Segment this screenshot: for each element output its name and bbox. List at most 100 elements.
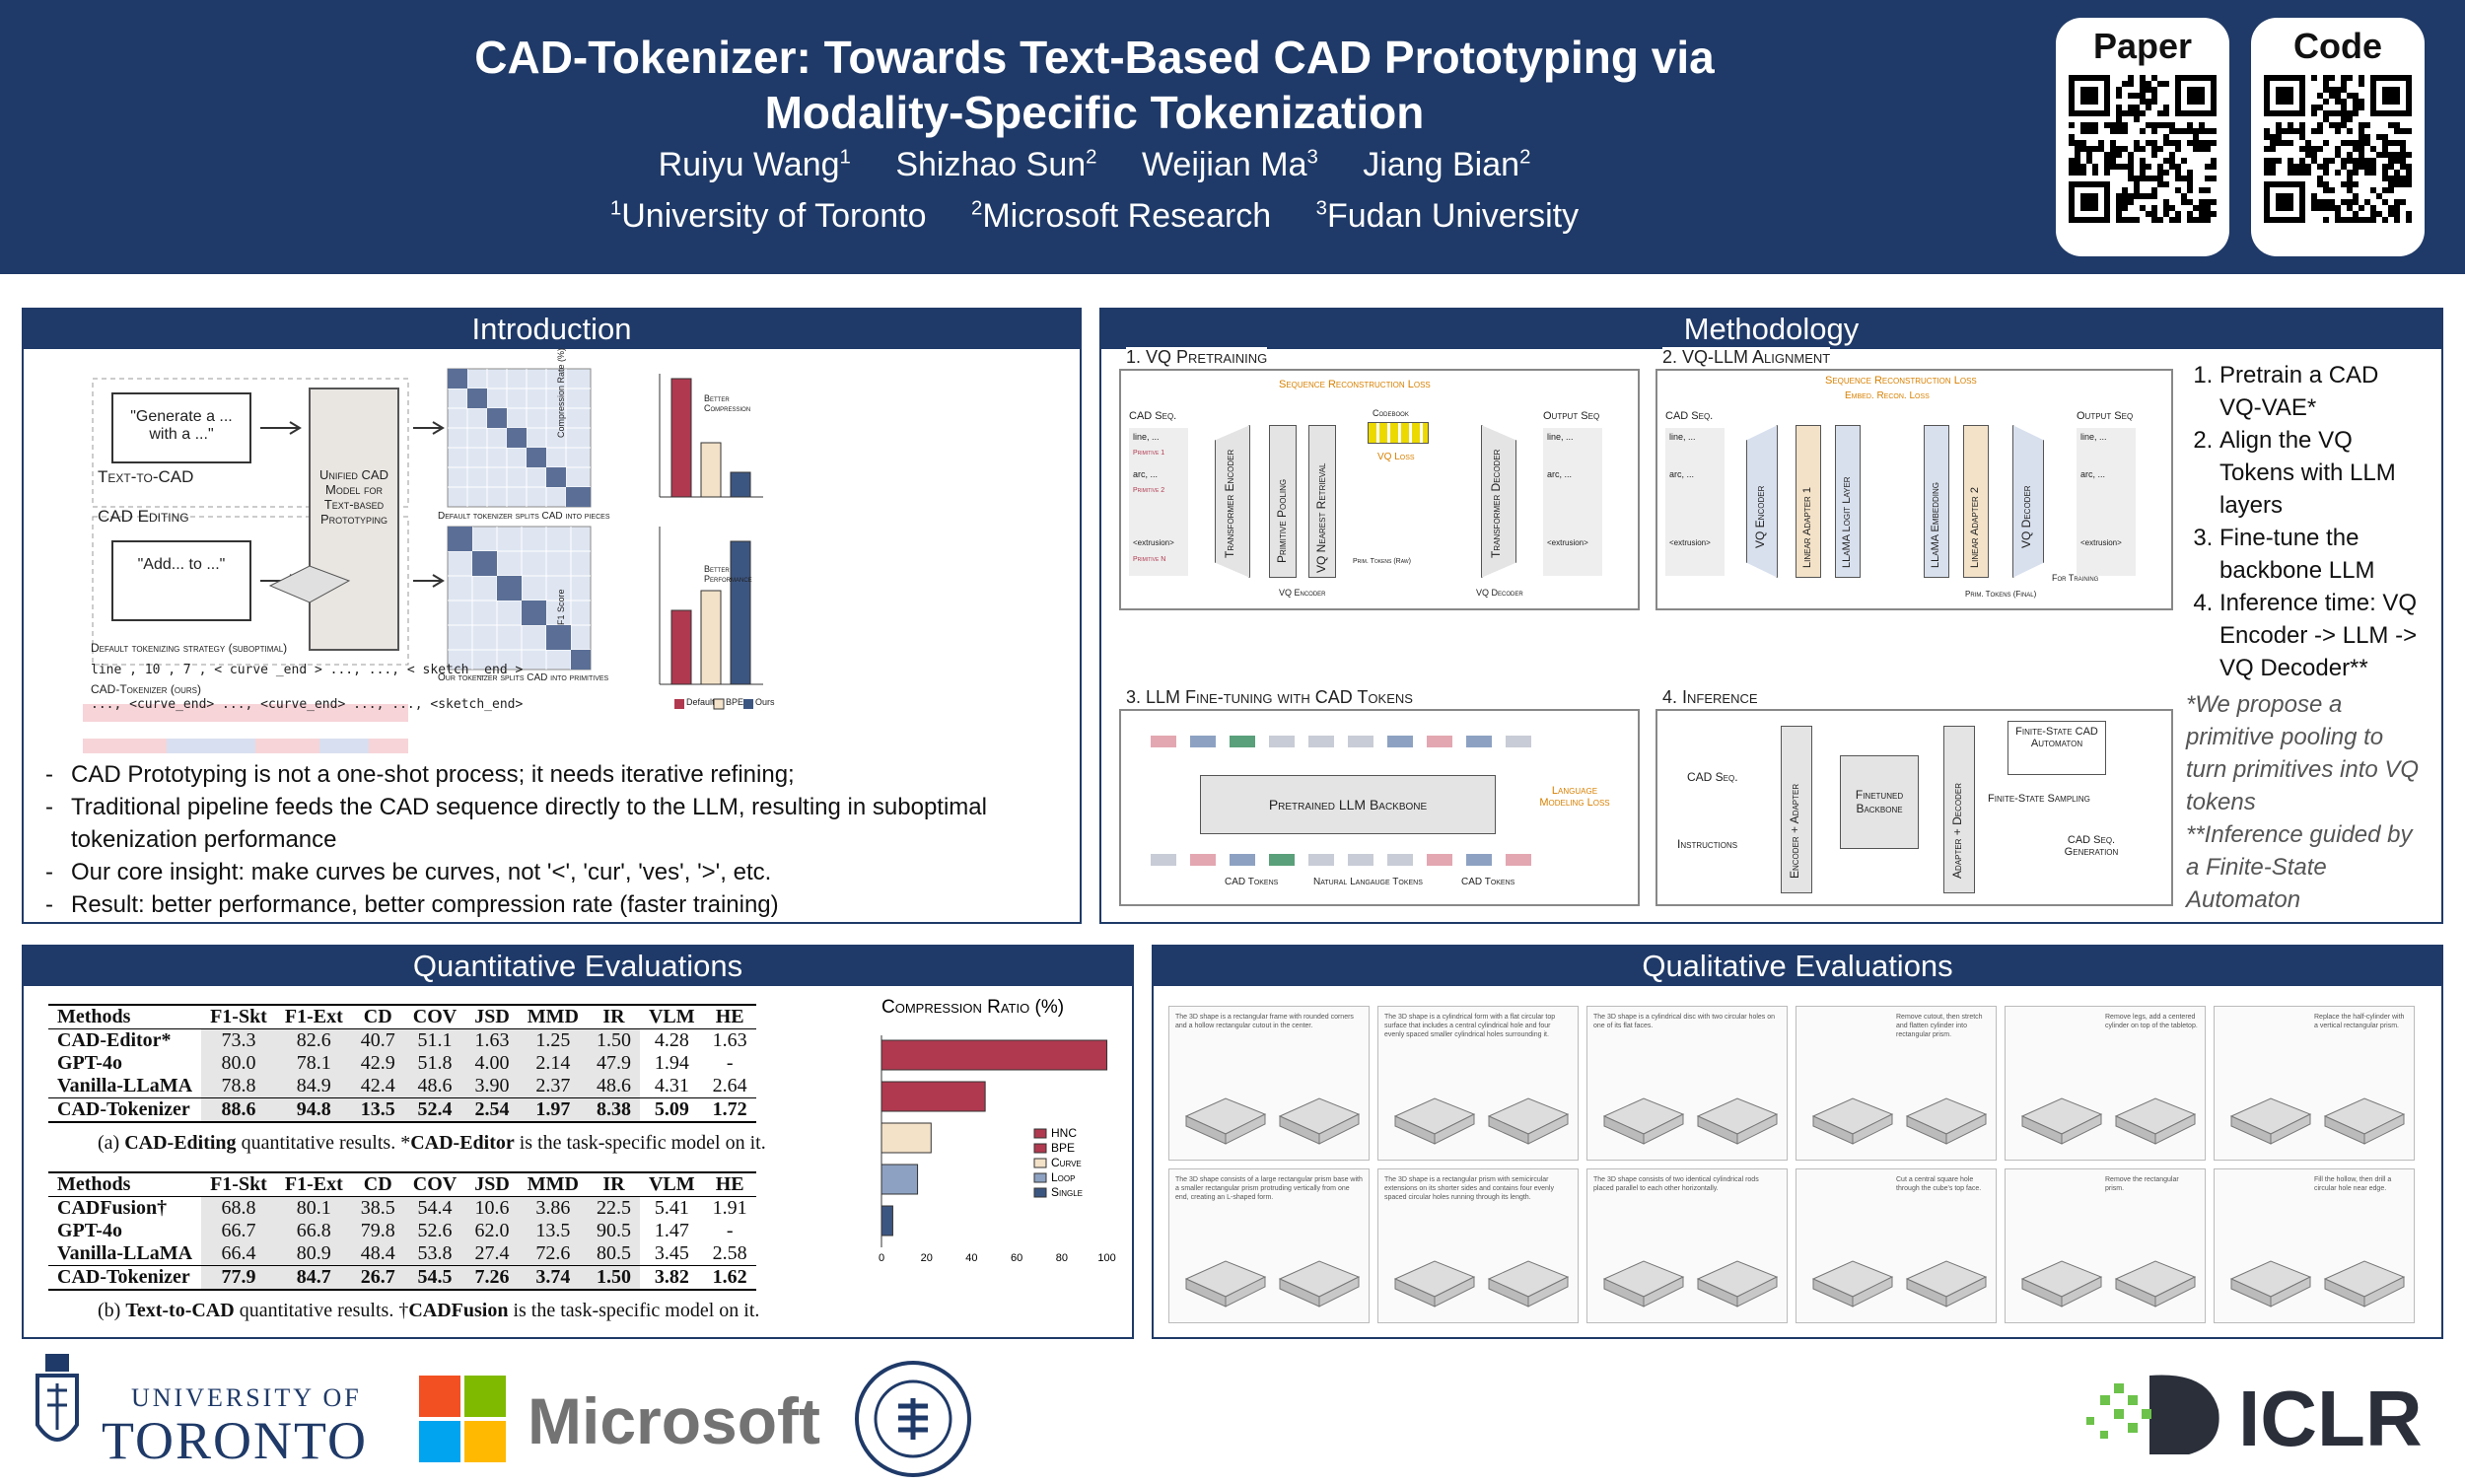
bar-single xyxy=(880,1205,893,1237)
table-cell: 42.9 xyxy=(351,1052,404,1075)
step-item: Pretrain a CAD VQ-VAE* xyxy=(2219,359,2423,424)
bar-hnc xyxy=(880,1039,1108,1071)
code-qr-card[interactable]: Code xyxy=(2251,18,2425,256)
column-header: Methods xyxy=(57,1006,131,1027)
table-row: GPT-4o 80.0 78.1 42.9 51.8 4.00 2.14 47.9 1.94 - xyxy=(48,1052,756,1075)
affiliation: 1University of Toronto xyxy=(609,197,927,235)
code-qr-icon[interactable] xyxy=(2264,75,2412,223)
vq-retrieval-block xyxy=(1308,425,1336,578)
step-item: Fine-tune the backbone LLM xyxy=(2219,522,2423,587)
paper-qr-card[interactable]: Paper xyxy=(2056,18,2229,256)
column-header: HE xyxy=(715,1173,744,1195)
table-cell: 80.5 xyxy=(587,1242,640,1266)
unified-model-label: Unified CAD Model for Text-based Prototy… xyxy=(319,467,388,527)
column-header: MMD xyxy=(527,1006,579,1027)
x-tick-label: 0 xyxy=(879,1252,884,1264)
stage1-output-seq-box xyxy=(1543,428,1602,576)
panel-text: The 3D shape is a cylindrical disc with … xyxy=(1593,1014,1776,1029)
table-cell: 42.4 xyxy=(351,1075,404,1098)
table-cell: 1.50 xyxy=(587,1265,640,1290)
table-cell: 1.47 xyxy=(654,1220,689,1241)
uoft-logo: UNIVERSITY OF TORONTO xyxy=(28,1346,402,1470)
table-row: Vanilla-LLaMA 78.8 84.9 42.4 48.6 3.90 2.37 48.… xyxy=(48,1075,756,1098)
iclr-brain-icon xyxy=(2086,1375,2219,1454)
table-cell: 1.72 xyxy=(703,1097,756,1122)
table-cell: 84.7 xyxy=(275,1265,352,1290)
affiliation-list: 1University of Toronto 2Microsoft Resear… xyxy=(197,197,1992,236)
bar-curve xyxy=(880,1122,932,1154)
qualitative-panel: The 3D shape is a rectangular frame with… xyxy=(1168,1006,1370,1161)
column-header: JSD xyxy=(474,1173,510,1195)
table-cell: 3.86 xyxy=(518,1196,588,1220)
affiliation: 2Microsoft Research xyxy=(970,197,1272,235)
panel-text: The 3D shape consists of two identical c… xyxy=(1593,1176,1759,1192)
cad-shape-render xyxy=(1393,1260,1570,1307)
introduction-bullets: CAD Prototyping is not a one-shot proces… xyxy=(45,758,1091,921)
table-cell: 1.91 xyxy=(712,1197,747,1219)
column-header: Methods xyxy=(57,1173,131,1195)
paper-qr-icon[interactable] xyxy=(2069,75,2217,223)
table-cell: 10.6 xyxy=(465,1196,519,1220)
table-cell: 73.3 xyxy=(201,1028,276,1052)
column-header: IR xyxy=(602,1173,625,1195)
column-header: JSD xyxy=(474,1006,510,1027)
pretrained-backbone-block xyxy=(1200,775,1496,834)
transformer-encoder-block xyxy=(1215,425,1250,578)
table-cell: 48.6 xyxy=(587,1075,640,1098)
step-item: Align the VQ Tokens with LLM layers xyxy=(2219,424,2423,522)
note-fsa: **Inference guided by a Finite-State Aut… xyxy=(2186,821,2413,913)
fsa-block xyxy=(2007,721,2106,775)
compression-ratio-chart: Compression Ratio (%) 0 20 40 60 80 100 HNCBPEC… xyxy=(879,997,1116,1264)
table-cell: 80.1 xyxy=(275,1196,352,1220)
legend-default: Default xyxy=(686,697,715,707)
poster-header: CAD-Tokenizer: Towards Text-Based CAD Pr… xyxy=(0,0,2465,274)
qualitative-panel: Fill the hollow, then drill a circular h… xyxy=(2214,1168,2415,1323)
table-cell: GPT-4o xyxy=(57,1220,122,1241)
table-cell: 1.50 xyxy=(587,1028,640,1052)
ours-strategy-label: CAD-Tokenizer (ours) xyxy=(91,682,201,696)
microsoft-logo: Microsoft xyxy=(419,1376,843,1464)
stage4-box: 4. Inference CAD Seq. Instructions Encod… xyxy=(1655,687,2173,906)
introduction-figure xyxy=(83,368,763,753)
stage1-cad-seq: CAD Seq. xyxy=(1129,410,1177,422)
qualitative-panel: The 3D shape is a cylindrical disc with … xyxy=(1586,1006,1788,1161)
author-list: Ruiyu Wang1 Shizhao Sun2 Weijian Ma3 Jia… xyxy=(197,146,1992,184)
table-cell: 78.8 xyxy=(201,1075,276,1098)
stage1-loss: Sequence Reconstruction Loss xyxy=(1279,379,1431,390)
column-header: MMD xyxy=(527,1173,579,1195)
table-cell: CAD-Tokenizer xyxy=(48,1265,202,1290)
step-item: Inference time: VQ Encoder -> LLM -> VQ … xyxy=(2219,587,2423,684)
compression-axis-label: Compression Rate (%) xyxy=(556,347,566,438)
table-cell: 3.90 xyxy=(465,1075,519,1098)
table-cell: 4.28 xyxy=(654,1029,689,1051)
stage1-box: 1. VQ Pretraining Sequence Reconstructio… xyxy=(1119,347,1640,610)
panel-text: The 3D shape consists of a large rectang… xyxy=(1175,1176,1363,1201)
table-cell: 90.5 xyxy=(587,1220,640,1242)
table-cell: Vanilla-LLaMA xyxy=(57,1242,193,1264)
stage3-tokens xyxy=(1151,736,1531,866)
codebook-icon xyxy=(1368,422,1429,444)
stage1-output-seq: Output Seq xyxy=(1543,410,1600,422)
table-cell: 1.94 xyxy=(654,1052,689,1074)
column-header: HE xyxy=(715,1006,744,1027)
qualitative-panel: Remove legs, add a centered cylinder on … xyxy=(2005,1006,2206,1161)
table-cell: 38.5 xyxy=(351,1196,404,1220)
stage1-title: 1. VQ Pretraining xyxy=(1126,347,1268,368)
legend-swatch xyxy=(1033,1143,1047,1154)
author: Weijian Ma3 xyxy=(1141,146,1318,183)
table-cell: 2.14 xyxy=(518,1052,588,1075)
table-cell: 82.6 xyxy=(275,1028,352,1052)
chart-title: Compression Ratio (%) xyxy=(881,997,1064,1018)
table-cell: 4.00 xyxy=(465,1052,519,1075)
author: Jiang Bian2 xyxy=(1363,146,1531,183)
cad-shape-render xyxy=(1811,1260,1988,1307)
introduction-section: Introduction xyxy=(22,308,1082,924)
task-cad-editing: CAD Editing xyxy=(98,507,189,526)
legend-label: Loop xyxy=(1051,1170,1075,1184)
table-cell: 79.8 xyxy=(351,1220,404,1242)
caption-b: (b) Text-to-CAD quantitative results. †C… xyxy=(98,1300,760,1321)
cad-editing-table: Methods F1-Skt F1-Ext CD COV JSD MMD IR VLM HE CAD… xyxy=(48,1004,756,1123)
table-cell: 52.4 xyxy=(403,1097,466,1122)
table-cell: 1.63 xyxy=(712,1029,747,1051)
table-cell: 4.31 xyxy=(654,1075,689,1096)
